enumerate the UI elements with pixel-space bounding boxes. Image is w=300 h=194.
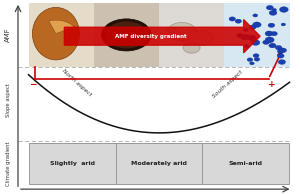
Circle shape: [235, 19, 242, 23]
Circle shape: [247, 58, 253, 61]
Text: −: −: [29, 80, 37, 89]
Circle shape: [277, 54, 284, 58]
Text: Moderately arid: Moderately arid: [131, 161, 187, 166]
Circle shape: [106, 21, 147, 48]
Text: South aspect: South aspect: [212, 70, 244, 99]
Circle shape: [266, 5, 273, 10]
Circle shape: [241, 36, 247, 40]
Circle shape: [275, 45, 282, 50]
Text: Slightly  arid: Slightly arid: [50, 161, 94, 166]
Circle shape: [229, 17, 236, 21]
Circle shape: [251, 40, 260, 45]
Circle shape: [237, 33, 243, 37]
Circle shape: [250, 62, 254, 65]
Circle shape: [242, 34, 250, 40]
FancyBboxPatch shape: [202, 143, 290, 184]
Circle shape: [243, 28, 248, 31]
FancyBboxPatch shape: [224, 3, 290, 67]
Circle shape: [280, 7, 288, 12]
Circle shape: [269, 10, 277, 15]
Text: Semi-arid: Semi-arid: [229, 161, 263, 166]
Circle shape: [265, 31, 273, 36]
Circle shape: [183, 42, 200, 53]
Circle shape: [272, 9, 277, 11]
Ellipse shape: [32, 7, 80, 60]
Circle shape: [190, 30, 213, 46]
Circle shape: [269, 43, 276, 48]
Text: AMF diversity gradient: AMF diversity gradient: [115, 34, 186, 39]
Circle shape: [102, 19, 151, 51]
Text: North aspect: North aspect: [61, 68, 92, 97]
Circle shape: [271, 31, 278, 36]
Circle shape: [253, 22, 261, 28]
Text: Slope aspect: Slope aspect: [6, 83, 10, 117]
Circle shape: [167, 23, 196, 41]
Circle shape: [263, 40, 269, 44]
Circle shape: [249, 25, 256, 29]
Text: Climate gradient: Climate gradient: [6, 141, 10, 186]
Circle shape: [268, 23, 275, 28]
FancyBboxPatch shape: [28, 143, 116, 184]
FancyArrow shape: [64, 20, 260, 53]
FancyBboxPatch shape: [159, 3, 224, 67]
FancyBboxPatch shape: [28, 3, 94, 67]
Circle shape: [278, 60, 286, 64]
Circle shape: [277, 49, 284, 53]
Circle shape: [253, 14, 258, 17]
FancyBboxPatch shape: [116, 143, 202, 184]
Circle shape: [248, 35, 256, 41]
Wedge shape: [49, 20, 74, 34]
FancyBboxPatch shape: [94, 3, 159, 67]
Circle shape: [279, 48, 286, 53]
Circle shape: [253, 54, 259, 58]
Circle shape: [244, 45, 249, 48]
Text: AMF: AMF: [5, 28, 11, 42]
Circle shape: [265, 37, 274, 43]
Text: +: +: [268, 80, 275, 89]
Circle shape: [281, 23, 286, 26]
Circle shape: [254, 57, 260, 61]
